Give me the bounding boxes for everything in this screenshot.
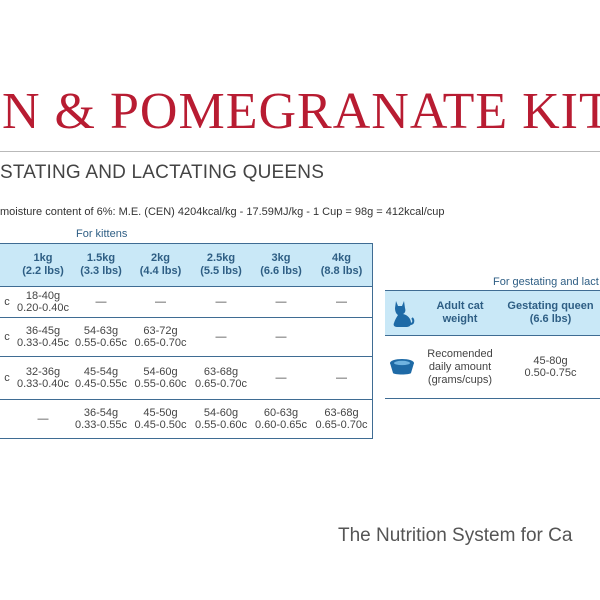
table-cell: — bbox=[95, 296, 107, 308]
kitten-table-header: 1kg (2.2 lbs) 1.5kg (3.3 lbs) 2kg (4.4 lbs)… bbox=[0, 244, 372, 287]
adult-cat-weight-header: Adult cat weight bbox=[436, 300, 484, 325]
table-cell: 54-63g 0.55-0.65c bbox=[75, 325, 127, 349]
table-cell: 36-54g 0.33-0.55c bbox=[75, 407, 127, 431]
gestating-table-header: Adult cat weight Gestating queen (6.6 lb… bbox=[385, 291, 600, 336]
table-cell: 63-68g 0.65-0.70c bbox=[315, 407, 368, 431]
table-cell: — bbox=[37, 413, 49, 425]
cat-silhouette-icon bbox=[385, 291, 419, 335]
product-title: N & POMEGRANATE KITTE bbox=[2, 83, 600, 140]
table-cell: 18-40g 0.20-0.40c bbox=[17, 290, 69, 314]
table-cell: 45-80g 0.50-0.75c bbox=[524, 355, 577, 379]
table-cell: — bbox=[275, 331, 287, 343]
table-cell: c bbox=[4, 296, 10, 308]
header-cell: 3kg (6.6 lbs) bbox=[260, 252, 302, 277]
table-cell: c bbox=[4, 372, 10, 384]
kitten-table-caption: For kittens bbox=[76, 228, 128, 240]
table-row: — 36-54g 0.33-0.55c 45-50g 0.45-0.50c 54-6… bbox=[0, 400, 372, 439]
table-cell: — bbox=[336, 296, 347, 308]
table-row: c 36-45g 0.33-0.45c 54-63g 0.55-0.65c 63-7… bbox=[0, 318, 372, 357]
table-row: c 32-36g 0.33-0.40c 45-54g 0.45-0.55c 54-6… bbox=[0, 357, 372, 400]
food-bowl-icon bbox=[385, 336, 419, 398]
header-cell: 2.5kg (5.5 lbs) bbox=[200, 252, 242, 277]
table-cell: — bbox=[275, 296, 287, 308]
header-cell bbox=[0, 244, 14, 286]
header-cell: 2kg (4.4 lbs) bbox=[139, 252, 182, 277]
header-cell: 4kg (8.8 lbs) bbox=[320, 252, 363, 277]
header-cell: 1.5kg (3.3 lbs) bbox=[80, 252, 122, 277]
table-cell: 45-50g 0.45-0.50c bbox=[134, 407, 187, 431]
gestating-feeding-table: Adult cat weight Gestating queen (6.6 lb… bbox=[385, 290, 600, 399]
table-cell: — bbox=[275, 372, 287, 384]
table-cell: — bbox=[155, 296, 166, 308]
table-row: Recomended daily amount (grams/cups) 45-… bbox=[385, 336, 600, 399]
table-cell: — bbox=[215, 296, 227, 308]
gestating-table-caption: For gestating and lact bbox=[493, 276, 599, 288]
brand-tagline: The Nutrition System for Ca bbox=[338, 525, 573, 546]
table-cell: 36-45g 0.33-0.45c bbox=[17, 325, 69, 349]
table-cell: 60-63g 0.60-0.65c bbox=[255, 407, 307, 431]
table-row: c 18-40g 0.20-0.40c — — — — — bbox=[0, 287, 372, 318]
table-cell bbox=[0, 400, 14, 438]
header-cell: 1kg (2.2 lbs) bbox=[22, 252, 64, 277]
table-cell: — bbox=[336, 372, 347, 384]
kitten-feeding-table: 1kg (2.2 lbs) 1.5kg (3.3 lbs) 2kg (4.4 lbs)… bbox=[0, 243, 373, 439]
table-cell: 45-54g 0.45-0.55c bbox=[75, 366, 127, 390]
table-cell bbox=[311, 318, 372, 356]
table-cell: 63-72g 0.65-0.70c bbox=[134, 325, 187, 349]
gestating-queen-header: Gestating queen (6.6 lbs) bbox=[507, 300, 594, 325]
section-subtitle: STATING AND LACTATING QUEENS bbox=[0, 162, 325, 183]
recommended-amount-label: Recomended daily amount (grams/cups) bbox=[427, 347, 493, 386]
table-cell: — bbox=[215, 331, 227, 343]
table-cell: c bbox=[4, 331, 10, 343]
table-cell: 54-60g 0.55-0.60c bbox=[195, 407, 247, 431]
energy-note: moisture content of 6%: M.E. (CEN) 4204k… bbox=[0, 206, 445, 218]
table-cell: 32-36g 0.33-0.40c bbox=[17, 366, 69, 390]
title-divider bbox=[0, 151, 600, 152]
table-cell: 54-60g 0.55-0.60c bbox=[134, 366, 187, 390]
table-cell: 63-68g 0.65-0.70c bbox=[195, 366, 247, 390]
